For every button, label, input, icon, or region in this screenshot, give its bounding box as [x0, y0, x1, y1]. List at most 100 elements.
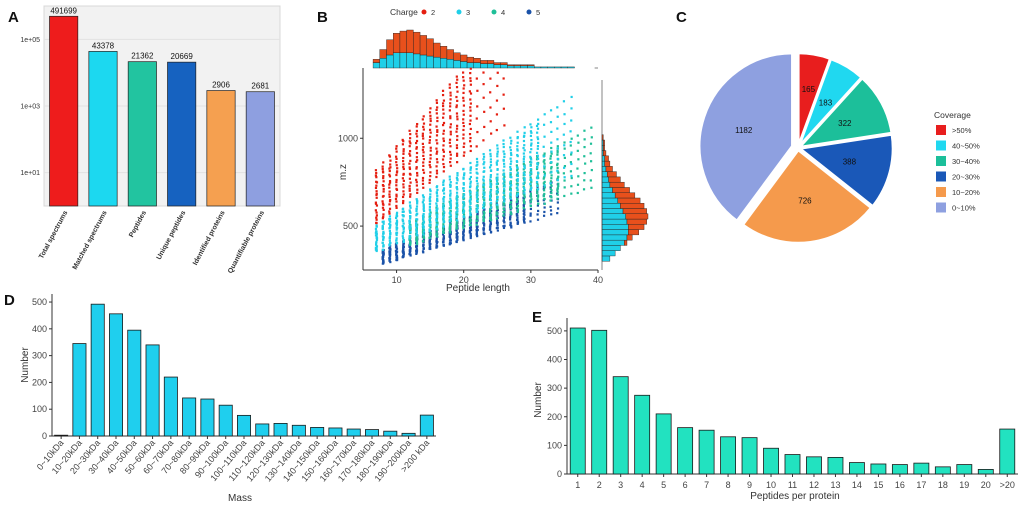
scatter-point	[422, 216, 425, 219]
top-histogram-bar-charge-2	[399, 30, 407, 53]
scatter-point	[475, 179, 478, 183]
scatter-point	[523, 134, 526, 137]
scatter-point	[455, 194, 459, 197]
panel-d-bar	[145, 344, 160, 437]
scatter-point	[401, 218, 404, 221]
scatter-point	[495, 199, 499, 203]
scatter-point	[382, 230, 385, 233]
scatter-point	[535, 167, 539, 171]
right-histogram-bar-charge-3	[601, 187, 613, 193]
scatter-point	[469, 235, 472, 238]
pie-slice-label: 1182	[735, 126, 753, 135]
scatter-point	[435, 218, 438, 221]
scatter-point	[483, 110, 486, 113]
scatter-point	[509, 175, 512, 178]
scatter-point	[415, 125, 418, 128]
scatter-point	[496, 195, 499, 199]
scatter-point	[536, 191, 539, 195]
scatter-point	[530, 142, 533, 145]
scatter-point	[455, 81, 458, 84]
scatter-point	[496, 155, 499, 158]
scatter-point	[442, 208, 445, 211]
panel-d-y-tick: 300	[32, 351, 47, 361]
right-histogram-bar-charge-3	[601, 250, 616, 257]
panel-e-x-tick: 1	[575, 480, 580, 490]
scatter-point	[535, 151, 539, 154]
scatter-point	[449, 161, 452, 164]
scatter-point	[435, 147, 438, 150]
scatter-point	[509, 205, 512, 208]
scatter-point	[462, 113, 465, 116]
scatter-point	[382, 187, 385, 191]
charge-legend-marker	[456, 9, 462, 15]
coverage-legend-label: 40~50%	[952, 142, 980, 151]
pie-slice	[741, 148, 873, 245]
scatter-point	[415, 238, 418, 241]
scatter-point	[550, 213, 553, 216]
right-histogram-bar-charge-2	[603, 145, 605, 151]
right-histogram-bar-charge-2	[603, 139, 605, 146]
scatter-point	[549, 180, 553, 183]
scatter-point	[550, 161, 553, 164]
scatter-point	[489, 189, 492, 192]
scatter-point	[448, 200, 451, 203]
scatter-point	[388, 239, 391, 242]
scatter-point	[422, 208, 425, 211]
scatter-point	[435, 226, 438, 229]
scatter-point	[435, 202, 438, 205]
scatter-point	[395, 164, 398, 167]
panel-a-bar	[167, 61, 197, 207]
scatter-point	[488, 195, 492, 198]
scatter-point	[469, 236, 472, 240]
panel-e-y-tick: 0	[557, 469, 562, 479]
scatter-point	[381, 202, 385, 205]
scatter-point	[382, 203, 385, 206]
scatter-point	[502, 77, 505, 80]
scatter-point	[456, 219, 459, 222]
scatter-point	[496, 152, 499, 155]
scatter-point	[496, 173, 499, 176]
pie-slice	[796, 133, 895, 209]
scatter-point	[475, 225, 478, 228]
panel-b-x-tick: 40	[593, 275, 603, 285]
scatter-point	[522, 198, 526, 202]
scatter-point	[502, 219, 506, 222]
scatter-point	[436, 197, 439, 200]
scatter-point	[468, 190, 472, 193]
scatter-point	[469, 171, 472, 174]
panel-a-bar-value: 491699	[50, 6, 77, 15]
scatter-point	[563, 194, 566, 198]
scatter-point	[482, 213, 486, 217]
scatter-point	[428, 197, 431, 200]
panel-e-x-tick: 6	[683, 480, 688, 490]
scatter-point	[475, 208, 478, 212]
scatter-point	[382, 177, 385, 180]
panel-e-bar	[956, 464, 973, 475]
scatter-point	[542, 188, 545, 191]
scatter-point	[435, 175, 438, 179]
scatter-point	[469, 229, 473, 232]
scatter-point	[456, 138, 459, 141]
scatter-point	[496, 71, 499, 74]
scatter-point	[515, 164, 518, 167]
top-histogram-bar-charge-3	[493, 64, 501, 69]
scatter-point	[463, 84, 466, 87]
scatter-point	[375, 238, 379, 241]
scatter-point	[456, 118, 459, 121]
top-histogram-bar-charge-3	[567, 66, 575, 69]
scatter-point	[589, 179, 592, 182]
scatter-point	[543, 192, 546, 196]
scatter-point	[590, 126, 593, 129]
panel-e-x-tick: 3	[618, 480, 623, 490]
scatter-point	[469, 194, 472, 197]
scatter-point	[456, 198, 459, 201]
scatter-point	[556, 166, 559, 170]
scatter-point	[529, 157, 532, 160]
scatter-point	[415, 252, 418, 256]
scatter-point	[542, 214, 546, 217]
scatter-point	[375, 184, 378, 187]
scatter-point	[462, 109, 465, 113]
scatter-point	[415, 228, 418, 231]
scatter-point	[374, 246, 378, 249]
scatter-point	[441, 104, 445, 108]
